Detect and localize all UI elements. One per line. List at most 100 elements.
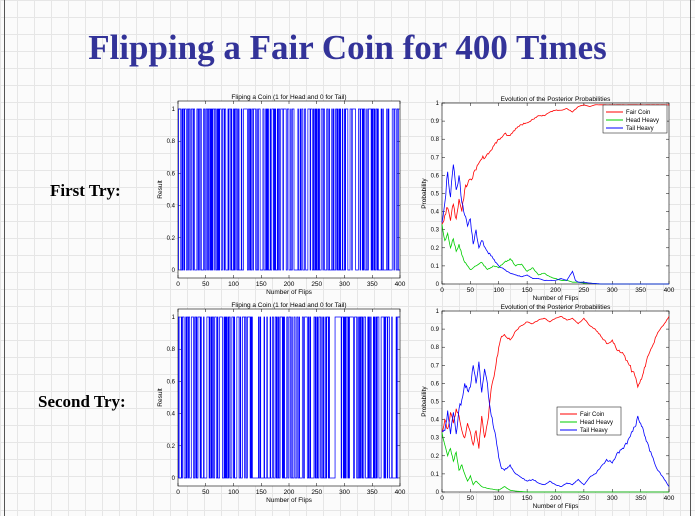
- chart-flip-second-try: Fliping a Coin (1 for Head and 0 for Tai…: [157, 302, 406, 504]
- y-tick-label: 0.4: [167, 412, 176, 418]
- y-tick-label: 0.8: [431, 137, 440, 143]
- x-tick-label: 0: [440, 495, 444, 502]
- x-tick-label: 350: [367, 281, 378, 288]
- chart-title: Fliping a Coin (1 for Head and 0 for Tai…: [231, 302, 346, 309]
- x-tick-label: 300: [607, 287, 618, 294]
- y-axis-label: Probability: [421, 386, 428, 417]
- y-tick-label: 0.5: [431, 192, 440, 198]
- x-axis-label: Number of Flips: [533, 503, 580, 510]
- y-tick-label: 0.8: [167, 347, 176, 353]
- x-tick-label: 100: [228, 281, 239, 288]
- x-tick-label: 50: [202, 281, 210, 288]
- x-tick-label: 0: [176, 281, 180, 288]
- series-head-heavy: [441, 432, 669, 493]
- x-tick-label: 400: [664, 495, 675, 502]
- y-tick-label: 0.2: [431, 454, 440, 460]
- x-tick-label: 400: [395, 489, 406, 496]
- y-tick-label: 0.6: [431, 381, 440, 387]
- y-tick-label: 0.8: [167, 139, 176, 145]
- y-tick-label: 0.1: [431, 264, 440, 270]
- row-label-first-try: First Try:: [50, 181, 121, 200]
- y-tick-label: 0.6: [167, 379, 176, 385]
- y-tick-label: 0.6: [167, 171, 176, 177]
- y-axis-label: Probability: [421, 178, 428, 209]
- y-tick-label: 0.1: [431, 472, 440, 478]
- x-tick-label: 350: [367, 489, 378, 496]
- chart-title: Fliping a Coin (1 for Head and 0 for Tai…: [231, 94, 346, 101]
- y-tick-label: 0.8: [431, 345, 440, 351]
- x-tick-label: 0: [440, 287, 444, 294]
- x-tick-label: 50: [467, 287, 475, 294]
- x-tick-label: 350: [635, 495, 646, 502]
- series-tail-heavy: [441, 164, 669, 285]
- x-tick-label: 150: [522, 495, 533, 502]
- legend-entry: Fair Coin: [580, 412, 604, 418]
- x-tick-label: 100: [228, 489, 239, 496]
- x-tick-label: 150: [522, 287, 533, 294]
- x-tick-label: 50: [202, 489, 210, 496]
- chart-posterior-first-try: Evolution of the Posterior Probabilities…: [421, 96, 675, 302]
- x-tick-label: 200: [550, 495, 561, 502]
- legend-entry: Tail Heavy: [626, 126, 654, 132]
- x-tick-label: 0: [176, 489, 180, 496]
- y-tick-label: 0.4: [431, 418, 440, 424]
- y-tick-label: 0.3: [431, 436, 440, 442]
- y-tick-label: 0.7: [431, 155, 440, 161]
- x-axis-label: Number of Flips: [266, 497, 313, 504]
- x-tick-label: 300: [339, 489, 350, 496]
- slide-frame: [4, 0, 691, 516]
- y-tick-label: 0: [172, 268, 176, 274]
- y-tick-label: 0.6: [431, 173, 440, 179]
- legend-entry: Head Heavy: [580, 420, 613, 426]
- y-tick-label: 0: [172, 476, 176, 482]
- chart-title: Evolution of the Posterior Probabilities: [501, 96, 612, 103]
- y-tick-label: 0.2: [167, 236, 176, 242]
- x-tick-label: 200: [284, 281, 295, 288]
- x-tick-label: 200: [284, 489, 295, 496]
- y-tick-label: 0.2: [167, 444, 176, 450]
- x-axis-label: Number of Flips: [533, 295, 580, 302]
- y-tick-label: 0.7: [431, 363, 440, 369]
- legend-entry: Fair Coin: [626, 110, 650, 116]
- chart-flip-first-try: Fliping a Coin (1 for Head and 0 for Tai…: [157, 94, 406, 296]
- x-axis-label: Number of Flips: [266, 289, 313, 296]
- chart-title: Evolution of the Posterior Probabilities: [501, 304, 612, 311]
- slide-title: Flipping a Fair Coin for 400 Times: [88, 28, 607, 67]
- y-axis-label: Result: [157, 180, 164, 199]
- x-tick-label: 300: [607, 495, 618, 502]
- x-tick-label: 50: [467, 495, 475, 502]
- x-tick-label: 100: [493, 287, 504, 294]
- y-tick-label: 1: [436, 309, 440, 315]
- y-tick-label: 0.9: [431, 119, 440, 125]
- x-tick-label: 250: [578, 287, 589, 294]
- x-tick-label: 400: [395, 281, 406, 288]
- x-tick-label: 150: [256, 489, 267, 496]
- flip-series: [178, 316, 400, 479]
- plot-area: [441, 310, 670, 493]
- legend-entry: Head Heavy: [626, 118, 659, 124]
- row-label-second-try: Second Try:: [38, 392, 126, 411]
- x-tick-label: 200: [550, 287, 561, 294]
- y-tick-label: 0.4: [431, 210, 440, 216]
- y-tick-label: 0.5: [431, 400, 440, 406]
- legend: Fair Coin Head Heavy Tail Heavy: [602, 104, 668, 134]
- x-tick-label: 250: [578, 495, 589, 502]
- y-tick-label: 0.9: [431, 327, 440, 333]
- y-tick-label: 0.3: [431, 228, 440, 234]
- legend-entry: Tail Heavy: [580, 428, 608, 434]
- y-tick-label: 0.4: [167, 204, 176, 210]
- y-tick-label: 1: [172, 107, 176, 113]
- x-tick-label: 400: [664, 287, 675, 294]
- x-tick-label: 150: [256, 281, 267, 288]
- x-tick-label: 300: [339, 281, 350, 288]
- x-tick-label: 250: [311, 489, 322, 496]
- y-tick-label: 0: [436, 490, 440, 496]
- x-tick-label: 350: [635, 287, 646, 294]
- y-tick-label: 0: [436, 282, 440, 288]
- series-fair-coin: [441, 316, 670, 449]
- y-tick-label: 1: [172, 315, 176, 321]
- y-tick-label: 1: [436, 101, 440, 107]
- series-tail-heavy: [441, 361, 670, 487]
- x-tick-label: 250: [311, 281, 322, 288]
- y-tick-label: 0.2: [431, 246, 440, 252]
